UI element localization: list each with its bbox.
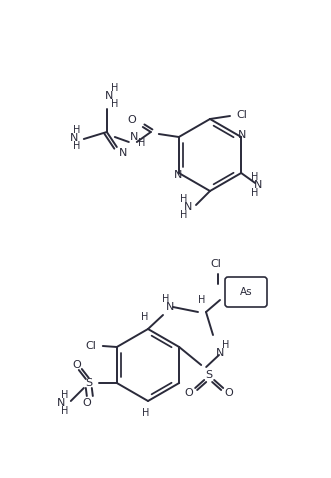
Text: H: H: [180, 210, 188, 220]
Text: H: H: [142, 408, 150, 418]
Text: S: S: [85, 378, 92, 388]
Text: H: H: [61, 406, 69, 416]
Text: N: N: [118, 148, 127, 158]
Text: N: N: [70, 133, 78, 143]
Text: N: N: [105, 91, 113, 101]
Text: H: H: [162, 294, 170, 304]
Text: O: O: [72, 360, 81, 370]
Text: H: H: [73, 141, 80, 151]
Text: N: N: [57, 398, 65, 408]
Text: H: H: [252, 188, 259, 198]
Text: H: H: [138, 138, 146, 148]
Text: O: O: [127, 115, 136, 125]
Text: N: N: [216, 348, 224, 358]
Text: H: H: [222, 340, 230, 350]
Text: N: N: [254, 180, 262, 190]
Text: N: N: [238, 130, 246, 140]
Text: Cl: Cl: [211, 259, 221, 269]
Text: O: O: [185, 388, 194, 398]
Text: Cl: Cl: [237, 110, 248, 120]
Text: H: H: [252, 172, 259, 182]
Text: O: O: [82, 398, 91, 408]
Text: H: H: [73, 125, 80, 135]
Text: H: H: [141, 312, 149, 322]
Text: H: H: [198, 295, 206, 305]
Text: H: H: [111, 83, 118, 93]
Text: N: N: [184, 202, 192, 212]
Text: N: N: [174, 170, 182, 180]
Text: H: H: [180, 194, 188, 204]
Text: H: H: [224, 289, 232, 299]
Text: H: H: [61, 390, 69, 400]
Text: Cl: Cl: [85, 341, 96, 351]
Text: S: S: [206, 370, 213, 380]
FancyBboxPatch shape: [225, 277, 267, 307]
Text: N: N: [166, 302, 174, 312]
Text: As: As: [240, 287, 252, 297]
Text: O: O: [225, 388, 234, 398]
Text: N: N: [130, 132, 138, 142]
Text: H: H: [111, 99, 118, 109]
